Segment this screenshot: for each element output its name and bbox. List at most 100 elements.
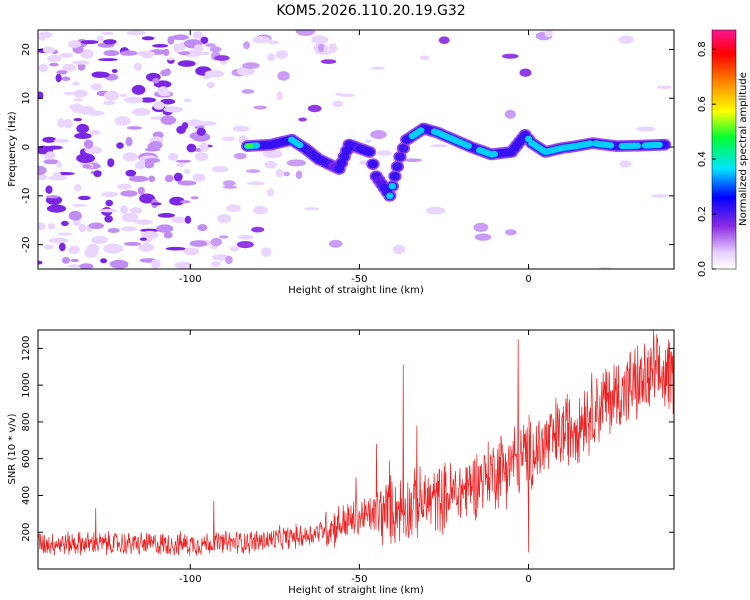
noise-blob xyxy=(103,100,115,106)
noise-blob xyxy=(144,160,155,169)
noise-blob xyxy=(338,93,356,97)
noise-blob xyxy=(328,43,338,53)
noise-blob xyxy=(307,104,322,113)
noise-blob xyxy=(253,205,268,215)
noise-blob xyxy=(211,165,229,173)
noise-blob xyxy=(370,66,385,70)
noise-blob xyxy=(261,247,272,258)
noise-blob xyxy=(141,36,155,41)
noise-blob xyxy=(184,215,192,224)
noise-blob xyxy=(63,91,75,96)
x-tick-label: 0 xyxy=(525,574,531,585)
snr-series-line xyxy=(38,330,674,556)
noise-blob xyxy=(177,60,196,67)
noise-blob xyxy=(56,70,68,75)
noise-blob xyxy=(123,241,141,246)
noise-blob xyxy=(173,43,181,53)
y-tick-label: -20 xyxy=(21,236,32,252)
noise-blob xyxy=(140,228,159,233)
noise-blob xyxy=(125,136,133,147)
noise-blob xyxy=(49,62,59,67)
noise-blob xyxy=(98,58,118,62)
noise-blob xyxy=(175,159,192,163)
noise-blob xyxy=(217,213,232,224)
noise-blob xyxy=(544,30,553,38)
noise-blob xyxy=(111,69,118,73)
noise-blob xyxy=(122,152,138,162)
colorbar-tick-label: 0.4 xyxy=(697,151,708,167)
noise-blob xyxy=(169,196,185,206)
noise-blob xyxy=(73,98,84,102)
noise-blob xyxy=(157,213,175,218)
y-tick-label: 1000 xyxy=(21,372,32,397)
noise-blob xyxy=(68,245,80,255)
noise-blob xyxy=(119,93,128,97)
noise-blob xyxy=(179,41,186,51)
noise-blob xyxy=(176,163,185,168)
noise-blob xyxy=(48,237,69,244)
noise-blob xyxy=(103,50,120,57)
ridge-cell xyxy=(490,150,498,158)
noise-blob xyxy=(55,73,62,83)
noise-blob xyxy=(304,207,320,211)
y-tick-label: 10 xyxy=(21,92,32,105)
noise-blob xyxy=(105,199,113,207)
noise-blob xyxy=(275,168,284,178)
noise-blob xyxy=(45,185,53,194)
noise-blob xyxy=(38,165,47,176)
noise-blob xyxy=(205,43,216,48)
colorbar-gradient xyxy=(711,29,737,270)
noise-blob xyxy=(139,237,147,241)
noise-blob xyxy=(209,46,222,53)
noise-blob xyxy=(131,84,146,95)
noise-blob xyxy=(42,136,57,143)
noise-blob xyxy=(136,50,155,57)
noise-blob xyxy=(129,207,143,214)
noise-blob xyxy=(42,46,55,54)
noise-blob xyxy=(68,40,81,48)
noise-blob xyxy=(650,194,669,198)
noise-blob xyxy=(229,246,239,252)
noise-blob xyxy=(276,91,283,101)
noise-blob xyxy=(96,35,104,42)
noise-blob xyxy=(133,62,142,71)
ridge-cell xyxy=(367,159,378,169)
noise-blob xyxy=(165,246,186,251)
noise-blob xyxy=(184,168,191,174)
ridge-cell xyxy=(296,141,304,149)
noise-blob xyxy=(243,41,250,50)
noise-blob xyxy=(171,216,188,223)
noise-blob xyxy=(247,181,265,186)
noise-blob xyxy=(101,191,119,198)
noise-blob xyxy=(225,204,241,213)
ridge-cell xyxy=(252,142,261,149)
y-tick-label: 0 xyxy=(21,144,32,150)
noise-blob xyxy=(103,90,120,101)
noise-blob xyxy=(61,256,70,264)
noise-blob xyxy=(166,57,175,61)
noise-blob xyxy=(332,100,344,108)
spectrogram-xlabel: Height of straight line (km) xyxy=(288,285,424,296)
noise-blob xyxy=(43,159,59,165)
ridge-cell xyxy=(417,127,425,134)
noise-blob xyxy=(90,83,103,91)
noise-blob xyxy=(195,152,209,162)
noise-blob xyxy=(57,232,73,236)
noise-blob xyxy=(126,126,142,130)
noise-blob xyxy=(392,244,406,255)
noise-blob xyxy=(403,158,423,162)
ridge-cell xyxy=(364,147,375,157)
ridge-cell xyxy=(655,141,663,149)
noise-blob xyxy=(295,170,303,179)
noise-blob xyxy=(151,202,162,206)
ridge-cell xyxy=(464,142,472,149)
noise-blob xyxy=(164,174,174,183)
noise-blob xyxy=(61,76,71,81)
ridge-cell xyxy=(386,192,394,199)
noise-blob xyxy=(148,175,156,183)
noise-blob xyxy=(206,81,215,89)
noise-blob xyxy=(236,241,254,249)
noise-blob xyxy=(150,259,161,269)
noise-blob xyxy=(139,97,156,103)
noise-blob xyxy=(137,186,145,195)
